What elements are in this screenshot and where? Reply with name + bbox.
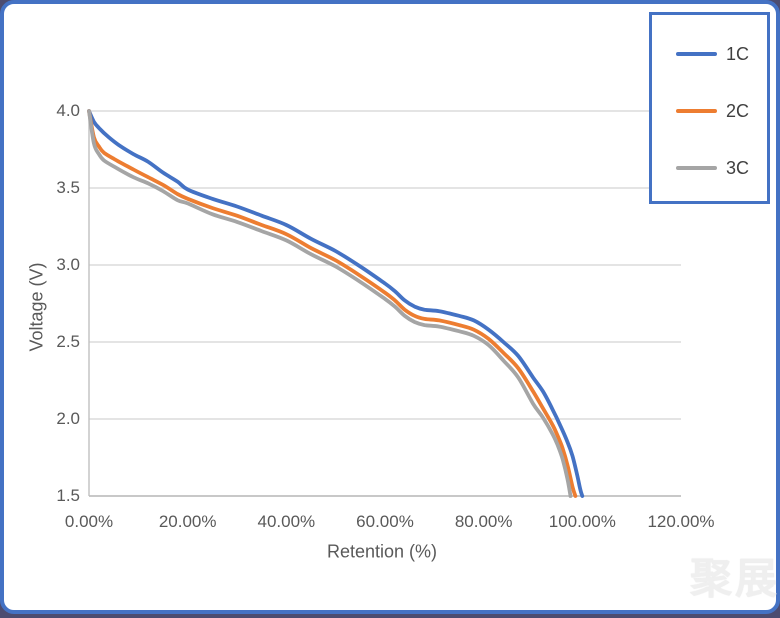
y-tick-label: 4.0 <box>56 101 80 120</box>
legend-line-swatch-1c <box>676 52 717 56</box>
x-tick-label: 120.00% <box>647 512 715 531</box>
discharge-curve-plot <box>87 109 681 498</box>
x-tick-label: 0.00% <box>64 512 114 531</box>
legend-line-swatch-2c <box>676 109 717 113</box>
series-line-1c <box>87 109 585 498</box>
series-line-3c <box>87 109 573 498</box>
x-tick-label: 100.00% <box>548 512 616 531</box>
x-tick-label: 20.00% <box>158 512 217 531</box>
legend-label-3c: 3C <box>726 157 750 178</box>
x-tick-label: 60.00% <box>356 512 414 531</box>
y-tick-label: 2.0 <box>56 409 80 428</box>
y-tick-label: 3.0 <box>56 255 80 274</box>
legend-item-2c: 2C <box>676 99 767 123</box>
legend-label-1c: 1C <box>726 43 750 64</box>
legend-line-swatch-3c <box>676 166 717 170</box>
y-tick-label: 3.5 <box>56 178 80 197</box>
legend-label-2c: 2C <box>726 100 750 121</box>
legend-item-3c: 3C <box>676 156 767 180</box>
y-tick-label: 2.5 <box>56 332 80 351</box>
series-line-2c <box>87 109 578 498</box>
legend-item-1c: 1C <box>676 42 767 66</box>
x-tick-label: 80.00% <box>454 512 513 531</box>
x-axis-title: Retention (%) <box>326 541 438 562</box>
legend-box: 1C 2C 3C <box>649 12 770 204</box>
x-tick-label: 40.00% <box>257 512 316 531</box>
y-tick-label: 1.5 <box>56 486 80 505</box>
